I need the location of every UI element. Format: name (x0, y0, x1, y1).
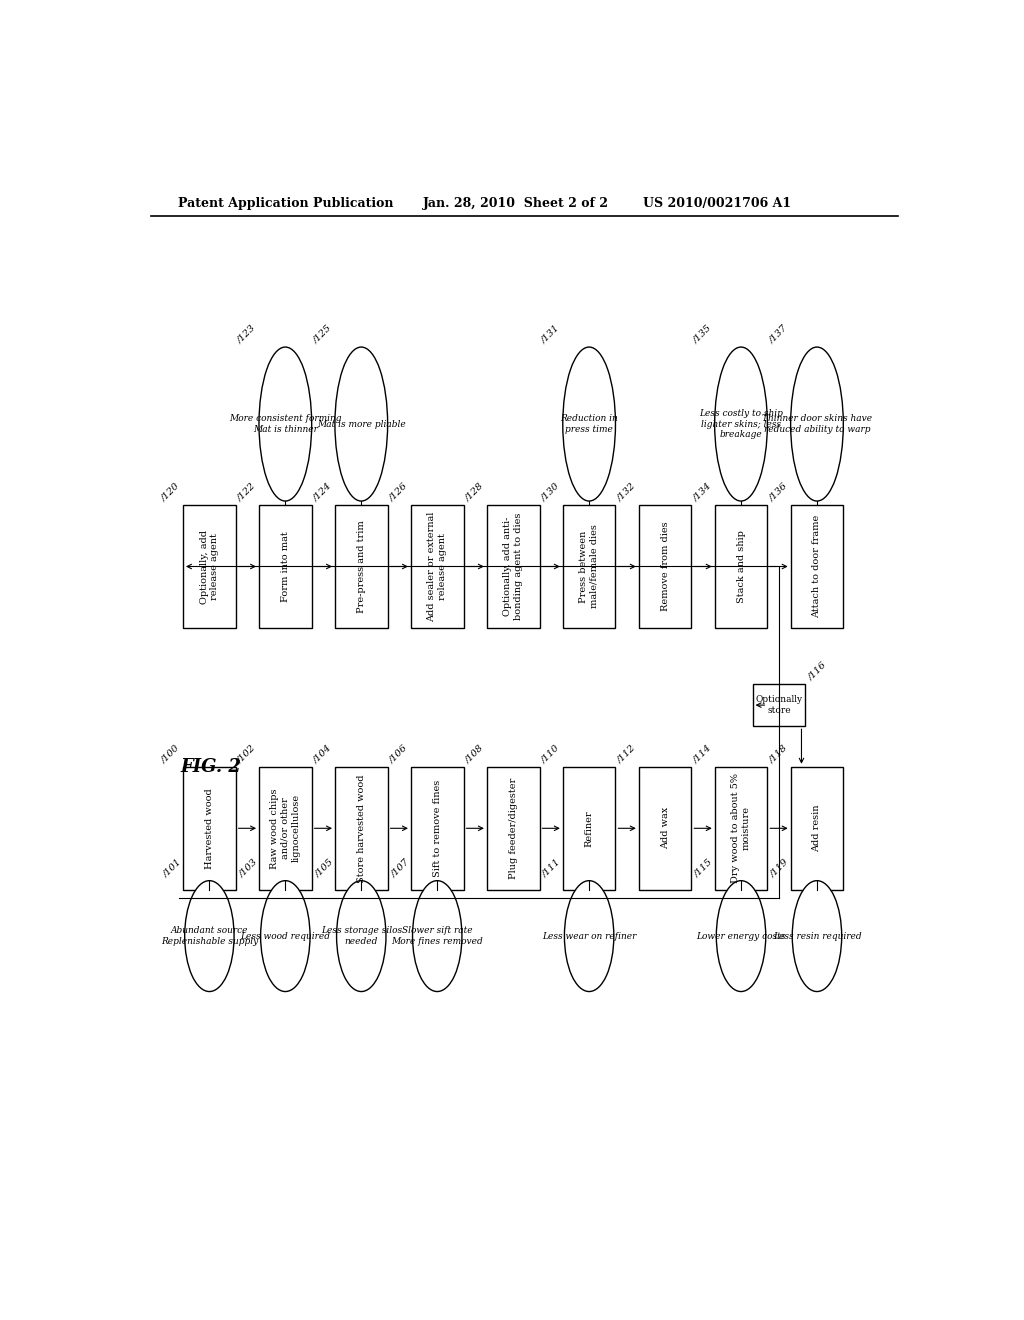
Ellipse shape (793, 880, 842, 991)
Text: Press between
male/female dies: Press between male/female dies (580, 524, 599, 609)
Text: /105: /105 (313, 857, 335, 879)
Text: Lower energy costs: Lower energy costs (696, 932, 785, 941)
Text: /136: /136 (767, 482, 790, 503)
Text: /135: /135 (691, 323, 713, 346)
Text: /119: /119 (769, 857, 791, 879)
Ellipse shape (717, 880, 766, 991)
Text: Add sealer or external
release agent: Add sealer or external release agent (428, 511, 446, 622)
Text: /102: /102 (236, 743, 257, 766)
Text: /137: /137 (767, 323, 790, 346)
Text: Optionally
store: Optionally store (756, 696, 803, 715)
Text: Form into mat: Form into mat (281, 531, 290, 602)
Bar (259, 506, 311, 628)
Bar (411, 506, 464, 628)
Text: Reduction in
press time: Reduction in press time (560, 414, 618, 434)
Text: /126: /126 (387, 482, 410, 503)
Bar (639, 767, 691, 890)
Text: Add wax: Add wax (660, 807, 670, 850)
Ellipse shape (563, 347, 615, 502)
Bar (486, 767, 540, 890)
Text: /112: /112 (615, 743, 637, 766)
Bar (411, 767, 464, 890)
Text: /132: /132 (615, 482, 637, 503)
Text: US 2010/0021706 A1: US 2010/0021706 A1 (643, 197, 792, 210)
Text: /118: /118 (767, 743, 790, 766)
Ellipse shape (337, 880, 386, 991)
Text: Mat is more pliable: Mat is more pliable (316, 420, 406, 429)
Bar (335, 506, 388, 628)
Bar (259, 767, 311, 890)
Text: More consistent forming
Mat is thinner: More consistent forming Mat is thinner (229, 414, 342, 434)
Bar (715, 767, 767, 890)
Bar (335, 767, 388, 890)
Text: Optionally, add
release agent: Optionally, add release agent (200, 529, 219, 603)
Bar (563, 767, 615, 890)
Text: FIG. 2: FIG. 2 (180, 758, 242, 776)
Text: /134: /134 (691, 482, 713, 503)
Text: /130: /130 (540, 482, 561, 503)
Text: /124: /124 (311, 482, 334, 503)
Text: Add resin: Add resin (812, 805, 821, 851)
Text: Optionally, add anti-
bonding agent to dies: Optionally, add anti- bonding agent to d… (504, 512, 523, 620)
Text: Refiner: Refiner (585, 810, 594, 846)
Text: Dry wood to about 5%
moisture: Dry wood to about 5% moisture (731, 774, 751, 883)
Bar (563, 506, 615, 628)
Text: Attach to door frame: Attach to door frame (812, 515, 821, 618)
Text: /106: /106 (387, 743, 410, 766)
Text: /100: /100 (160, 743, 181, 766)
Text: /107: /107 (389, 857, 411, 879)
Text: Abundant source
Replenishable supply: Abundant source Replenishable supply (161, 927, 258, 946)
Text: /111: /111 (541, 857, 563, 879)
Text: /108: /108 (463, 743, 485, 766)
Text: Store harvested wood: Store harvested wood (356, 774, 366, 883)
Bar (639, 506, 691, 628)
Bar (183, 506, 236, 628)
Bar (753, 684, 805, 726)
Bar (791, 767, 844, 890)
Text: Patent Application Publication: Patent Application Publication (178, 197, 394, 210)
Text: Thinner door skins have
reduced ability to warp: Thinner door skins have reduced ability … (762, 414, 872, 434)
Bar (486, 506, 540, 628)
Ellipse shape (259, 347, 311, 502)
Ellipse shape (715, 347, 767, 502)
Text: Stack and ship: Stack and ship (736, 531, 745, 603)
Text: Raw wood chips
and/or other
lignocellulose: Raw wood chips and/or other lignocellulo… (270, 788, 300, 869)
Bar (183, 767, 236, 890)
Text: Less wood required: Less wood required (241, 932, 331, 941)
Text: /128: /128 (463, 482, 485, 503)
Text: Less storage silos
needed: Less storage silos needed (321, 927, 401, 946)
Text: /122: /122 (236, 482, 257, 503)
Ellipse shape (791, 347, 844, 502)
Text: Less resin required: Less resin required (773, 932, 861, 941)
Text: Less wear on refiner: Less wear on refiner (542, 932, 636, 941)
Text: Remove from dies: Remove from dies (660, 521, 670, 611)
Bar (791, 506, 844, 628)
Text: Jan. 28, 2010  Sheet 2 of 2: Jan. 28, 2010 Sheet 2 of 2 (423, 197, 608, 210)
Text: Less costly to ship
lighter skins; less
breakage: Less costly to ship lighter skins; less … (699, 409, 783, 440)
Ellipse shape (261, 880, 310, 991)
Text: Sift to remove fines: Sift to remove fines (433, 780, 441, 876)
Text: /125: /125 (311, 323, 334, 346)
Text: /110: /110 (540, 743, 561, 766)
Text: /104: /104 (311, 743, 334, 766)
Text: /120: /120 (160, 482, 181, 503)
Ellipse shape (564, 880, 613, 991)
Text: /101: /101 (161, 857, 183, 879)
Text: /116: /116 (807, 660, 828, 682)
Text: Harvested wood: Harvested wood (205, 788, 214, 869)
Ellipse shape (413, 880, 462, 991)
Text: Pre-press and trim: Pre-press and trim (356, 520, 366, 612)
Ellipse shape (184, 880, 234, 991)
Ellipse shape (335, 347, 388, 502)
Text: Plug feeder/digester: Plug feeder/digester (509, 777, 518, 879)
Bar (715, 506, 767, 628)
Text: /115: /115 (693, 857, 715, 879)
Text: Slower sift rate
More fines removed: Slower sift rate More fines removed (391, 927, 483, 946)
Text: /103: /103 (238, 857, 259, 879)
Text: /123: /123 (236, 323, 257, 346)
Text: /114: /114 (691, 743, 713, 766)
Text: /131: /131 (540, 323, 561, 346)
